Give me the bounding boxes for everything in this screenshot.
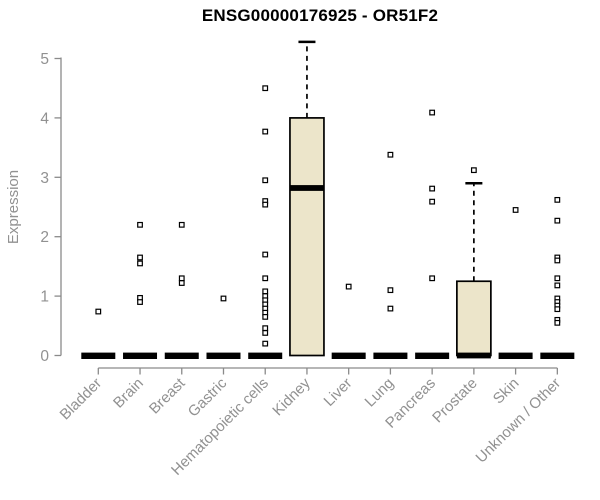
x-category-label: Skin bbox=[490, 375, 523, 408]
collapsed-box-median bbox=[81, 352, 116, 359]
outlier-point bbox=[262, 288, 269, 295]
outlier-point bbox=[554, 217, 561, 224]
outlier-point bbox=[345, 283, 352, 290]
y-tick-label: 2 bbox=[40, 229, 49, 246]
outlier-point bbox=[429, 198, 436, 205]
y-tick-label: 1 bbox=[40, 289, 49, 306]
outlier-point bbox=[470, 167, 477, 174]
outlier-point bbox=[429, 275, 436, 282]
y-tick-label: 5 bbox=[40, 51, 49, 68]
x-category-label: Brain bbox=[110, 375, 147, 412]
outlier-point bbox=[429, 185, 436, 192]
outlier-point bbox=[262, 85, 269, 92]
outlier-point bbox=[554, 282, 561, 289]
outlier-point bbox=[387, 305, 394, 312]
outlier-point bbox=[137, 254, 143, 261]
outlier-point bbox=[137, 260, 143, 267]
x-category-label: Bladder bbox=[57, 375, 106, 424]
outlier-point bbox=[387, 151, 394, 158]
y-tick-label: 0 bbox=[40, 348, 49, 365]
median-line bbox=[456, 352, 491, 359]
outlier-point bbox=[137, 299, 143, 305]
x-category-label: Liver bbox=[320, 375, 355, 410]
outlier-point bbox=[262, 177, 269, 184]
x-category-label: Lung bbox=[362, 375, 398, 411]
outlier-point bbox=[137, 221, 143, 228]
y-tick-label: 3 bbox=[40, 170, 49, 187]
collapsed-box-median bbox=[206, 352, 241, 359]
x-category-label: Breast bbox=[146, 374, 189, 417]
outlier-point bbox=[262, 201, 269, 208]
collapsed-box-median bbox=[415, 352, 450, 359]
collapsed-box-median bbox=[540, 352, 575, 359]
x-category-label: Kidney bbox=[269, 374, 314, 419]
outlier-point bbox=[554, 319, 561, 326]
outlier-point bbox=[262, 251, 269, 258]
collapsed-box-median bbox=[164, 352, 199, 359]
outlier-point bbox=[429, 109, 436, 116]
x-category-label: Prostate bbox=[429, 375, 481, 427]
outlier-point bbox=[387, 287, 394, 294]
outlier-point bbox=[554, 196, 561, 203]
outlier-point bbox=[554, 306, 561, 313]
y-tick-label: 4 bbox=[40, 110, 49, 127]
collapsed-box-median bbox=[248, 352, 283, 359]
outlier-point bbox=[554, 257, 561, 264]
collapsed-box-median bbox=[123, 352, 158, 359]
outlier-point bbox=[178, 275, 185, 282]
outlier-point bbox=[262, 325, 269, 332]
median-line bbox=[289, 185, 324, 191]
outlier-point bbox=[262, 275, 269, 282]
collapsed-box-median bbox=[331, 352, 366, 359]
outlier-point bbox=[262, 313, 269, 320]
outlier-point bbox=[178, 221, 185, 228]
box bbox=[456, 280, 492, 357]
collapsed-box-median bbox=[498, 352, 533, 359]
outlier-point bbox=[262, 330, 269, 336]
outlier-point bbox=[220, 295, 227, 302]
box bbox=[289, 117, 325, 357]
outlier-point bbox=[512, 207, 519, 213]
outlier-point bbox=[262, 340, 269, 347]
outlier-point bbox=[178, 280, 185, 286]
outlier-point bbox=[262, 128, 269, 135]
outlier-point bbox=[554, 275, 561, 282]
collapsed-box-median bbox=[373, 352, 408, 359]
chart-title: ENSG00000176925 - OR51F2 bbox=[201, 6, 439, 25]
outlier-point bbox=[95, 308, 102, 315]
